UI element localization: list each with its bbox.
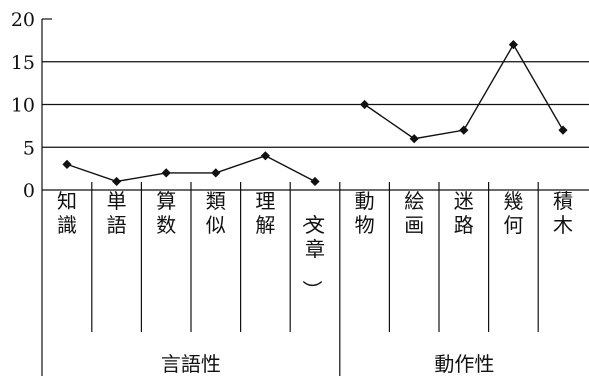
category-label: 絵画	[404, 189, 424, 237]
data-point-marker	[112, 176, 122, 187]
group-label: 動作性	[434, 352, 494, 376]
data-point-marker	[360, 99, 370, 110]
data-point-marker	[508, 40, 518, 50]
series-lines	[66, 43, 564, 183]
category-label: 類似	[206, 189, 226, 237]
y-tick-label: 10	[11, 95, 35, 117]
data-point-marker	[409, 134, 419, 144]
category-label: 積木	[553, 189, 573, 237]
data-point-marker	[161, 168, 171, 178]
category-label: 知識	[57, 189, 77, 237]
y-tick-label: 20	[11, 9, 35, 31]
group-labels: 言語性 動作性	[161, 352, 494, 376]
series-line	[364, 43, 564, 140]
category-label: 算数	[156, 189, 176, 237]
axes: 0 5 10 15 20	[11, 9, 539, 376]
category-label: 理解	[255, 189, 275, 237]
y-tick-label: 0	[23, 180, 35, 202]
series-line	[66, 155, 316, 183]
data-point-marker	[260, 151, 270, 161]
y-tick-label: 5	[23, 137, 35, 159]
grid-lines	[42, 18, 589, 191]
category-label: 迷路	[454, 189, 474, 237]
group-label: 言語性	[161, 352, 221, 376]
data-point-marker	[310, 176, 320, 187]
category-label: 幾何	[503, 189, 523, 237]
y-tick-label: 15	[11, 52, 35, 74]
data-point-marker	[459, 125, 469, 135]
category-label: 動物	[355, 189, 375, 237]
data-point-marker	[211, 168, 221, 178]
data-markers	[62, 40, 568, 187]
data-point-marker	[558, 125, 568, 135]
category-label: 単語	[107, 189, 127, 237]
category-label: （文章）	[300, 208, 325, 300]
data-point-marker	[62, 159, 72, 169]
